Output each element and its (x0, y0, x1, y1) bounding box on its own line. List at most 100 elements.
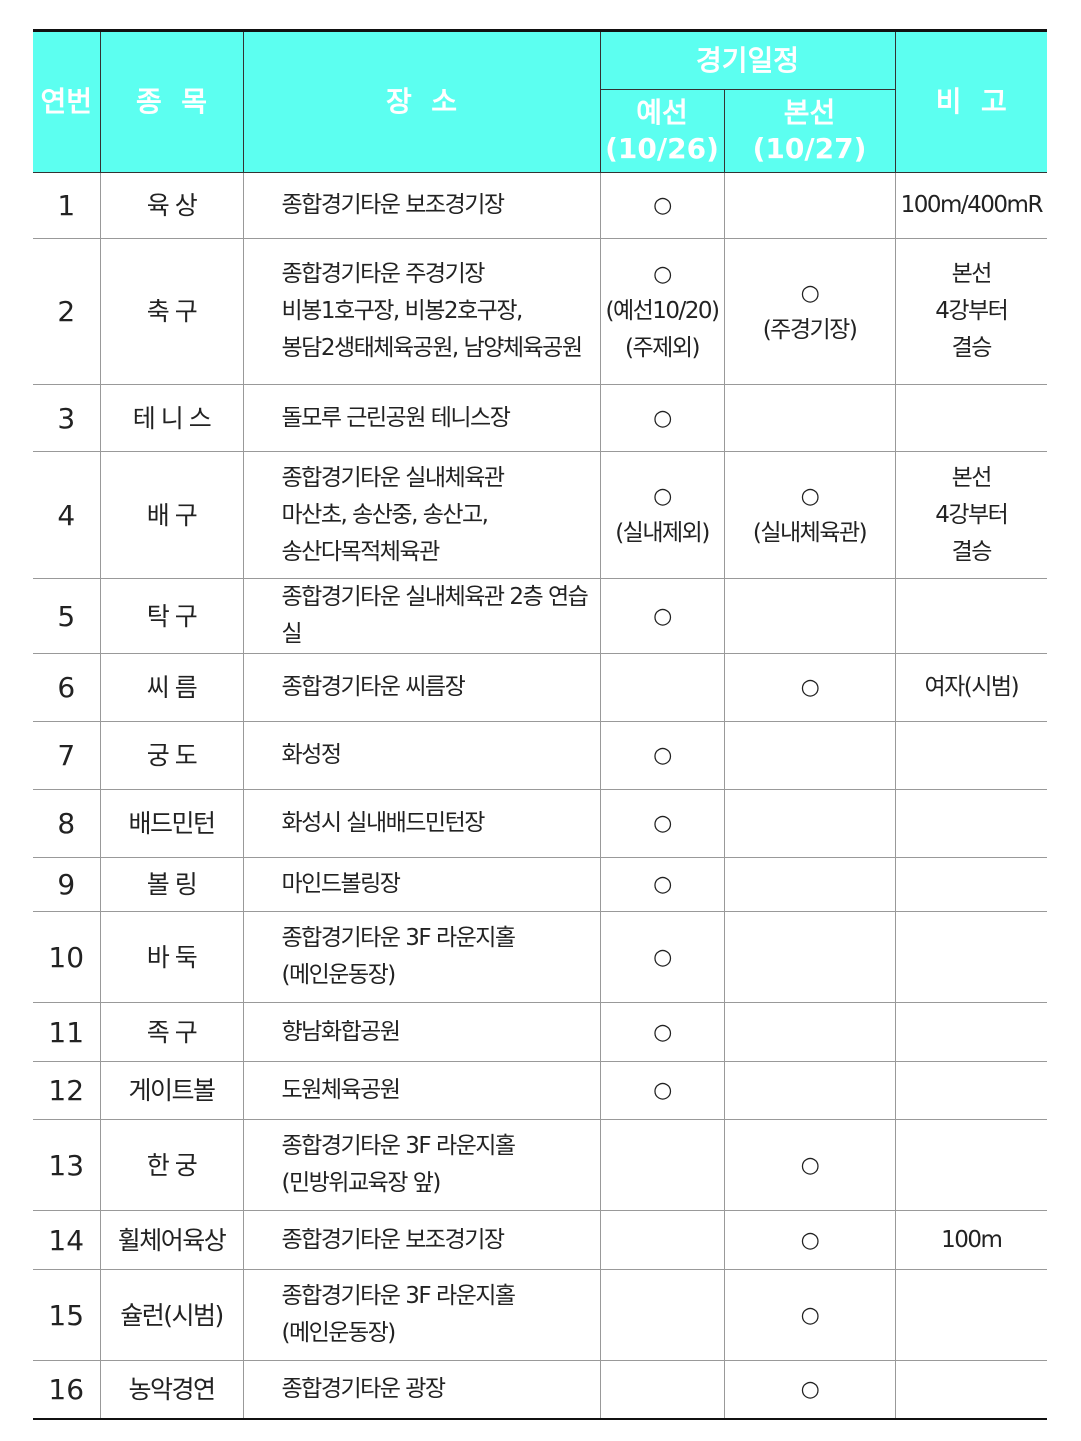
final-cell (723, 789, 896, 858)
row-number: 13 (33, 1119, 101, 1211)
row-number: 3 (33, 384, 101, 452)
sport-name: 게이트볼 (99, 1061, 244, 1120)
row-number: 5 (33, 578, 101, 654)
prelim-cell-line: ○ (653, 811, 672, 836)
venue: 종합경기타운 보조경기장 (242, 172, 601, 239)
venue: 돌모루 근린공원 테니스장 (242, 384, 601, 452)
prelim-cell: ○ (599, 578, 725, 654)
prelim-cell-line: ○ (653, 1019, 672, 1045)
venue: 종합경기타운 실내체육관 2층 연습실 (242, 578, 601, 654)
note-cell: 본선 4강부터 결승 (894, 451, 1048, 579)
venue-line: 종합경기타운 실내체육관 2층 연습실 (281, 584, 589, 647)
venue: 종합경기타운 주경기장 비봉1호구장, 비봉2호구장, 봉담2생태체육공원, 남양체… (242, 238, 601, 385)
note-cell (894, 789, 1048, 858)
final-cell: ○ (723, 1210, 896, 1270)
venue: 종합경기타운 광장 (242, 1360, 601, 1419)
sport-name: 볼 링 (99, 857, 244, 912)
row-number: 16 (33, 1360, 101, 1419)
table-row: 13 한 궁 종합경기타운 3F 라운지홀 (민방위교육장 앞) ○ (33, 1119, 1048, 1211)
final-cell (723, 578, 896, 654)
final-cell (723, 911, 896, 1003)
sport-name: 씨 름 (99, 653, 244, 722)
venue-line: 종합경기타운 주경기장 (281, 261, 486, 287)
venue-line: 마산초, 송산중, 송산고, (281, 501, 490, 528)
prelim-cell: ○ (예선10/20) (주제외) (599, 238, 725, 385)
final-cell (723, 1061, 896, 1120)
prelim-cell: ○ (599, 1061, 725, 1120)
prelim-cell-line: ○ (653, 484, 672, 509)
venue-line: 도원체육공원 (281, 1077, 401, 1103)
note-cell (894, 1360, 1048, 1419)
prelim-cell: ○ (599, 172, 725, 239)
note-cell: 여자(시범) (894, 653, 1048, 722)
venue: 종합경기타운 3F 라운지홀 (메인운동장) (242, 911, 601, 1003)
sport-name: 농악경연 (99, 1360, 244, 1419)
prelim-cell-line: ○ (653, 262, 672, 287)
final-label: 본선 (783, 96, 836, 129)
venue: 종합경기타운 보조경기장 (242, 1210, 601, 1270)
final-cell-line: ○ (800, 1302, 820, 1328)
prelim-cell: ○ (599, 721, 725, 790)
table-row: 10 바 둑 종합경기타운 3F 라운지홀 (메인운동장) ○ (33, 911, 1048, 1003)
venue: 종합경기타운 씨름장 (242, 653, 601, 722)
venue-line: 종합경기타운 광장 (281, 1375, 447, 1402)
venue: 화성시 실내배드민턴장 (242, 789, 601, 858)
venue: 마인드볼링장 (242, 857, 601, 912)
table-row: 14 휠체어육상 종합경기타운 보조경기장 ○ 100m (33, 1210, 1048, 1270)
note-cell (894, 1002, 1048, 1062)
prelim-cell-line: ○ (653, 405, 672, 431)
venue-line: 종합경기타운 보조경기장 (281, 192, 506, 218)
header-sport: 종 목 (99, 30, 244, 173)
row-number: 8 (33, 789, 101, 858)
final-cell (723, 721, 896, 790)
prelim-cell: ○ (599, 857, 725, 912)
table-row: 11 족 구 향남화합공원 ○ (33, 1002, 1048, 1062)
final-cell: ○ (723, 1119, 896, 1211)
prelim-cell-line: ○ (653, 944, 672, 970)
header-prelim: 예선 (10/26) (600, 89, 725, 173)
sport-name: 바 둑 (99, 911, 244, 1003)
final-cell: ○ (723, 1269, 896, 1361)
note-cell: 100m/400mR (894, 172, 1048, 239)
prelim-cell-line: ○ (653, 603, 672, 629)
final-cell-line: ○ (800, 484, 820, 509)
prelim-cell-line: ○ (653, 1078, 672, 1103)
prelim-date: (10/26) (605, 132, 719, 165)
prelim-cell-line: ○ (653, 872, 672, 897)
venue: 종합경기타운 3F 라운지홀 (민방위교육장 앞) (242, 1119, 601, 1211)
final-cell: ○ (723, 653, 896, 722)
note-cell-line: 4강부터 (935, 298, 1009, 324)
venue-line: 화성정 (281, 742, 342, 768)
row-number: 7 (33, 721, 101, 790)
table-row: 15 슐런(시범) 종합경기타운 3F 라운지홀 (메인운동장) ○ (33, 1269, 1048, 1361)
row-number: 6 (33, 653, 101, 722)
prelim-cell-line: (실내제외) (615, 520, 710, 546)
note-cell (894, 1119, 1048, 1211)
prelim-cell: ○ (599, 911, 725, 1003)
header-venue: 장 소 (242, 30, 601, 173)
sport-name: 궁 도 (99, 721, 244, 790)
venue: 화성정 (242, 721, 601, 790)
final-cell-line: (주경기장) (762, 316, 858, 343)
venue-line: 종합경기타운 실내체육관 (281, 464, 506, 491)
venue-line: 종합경기타운 3F 라운지홀 (281, 1283, 517, 1309)
final-cell (723, 172, 896, 239)
row-number: 12 (33, 1061, 101, 1120)
venue-line: 종합경기타운 3F 라운지홀 (281, 925, 517, 951)
note-cell-line: 결승 (951, 538, 993, 565)
prelim-cell-line: ○ (653, 193, 672, 218)
final-cell: ○ (723, 1360, 896, 1419)
row-number: 15 (33, 1269, 101, 1361)
row-number: 14 (33, 1210, 101, 1270)
note-cell (894, 911, 1048, 1003)
sport-name: 탁 구 (99, 578, 244, 654)
sport-name: 배 구 (99, 451, 244, 579)
venue-line: 향남화합공원 (281, 1018, 401, 1045)
sport-name: 슐런(시범) (99, 1269, 244, 1361)
